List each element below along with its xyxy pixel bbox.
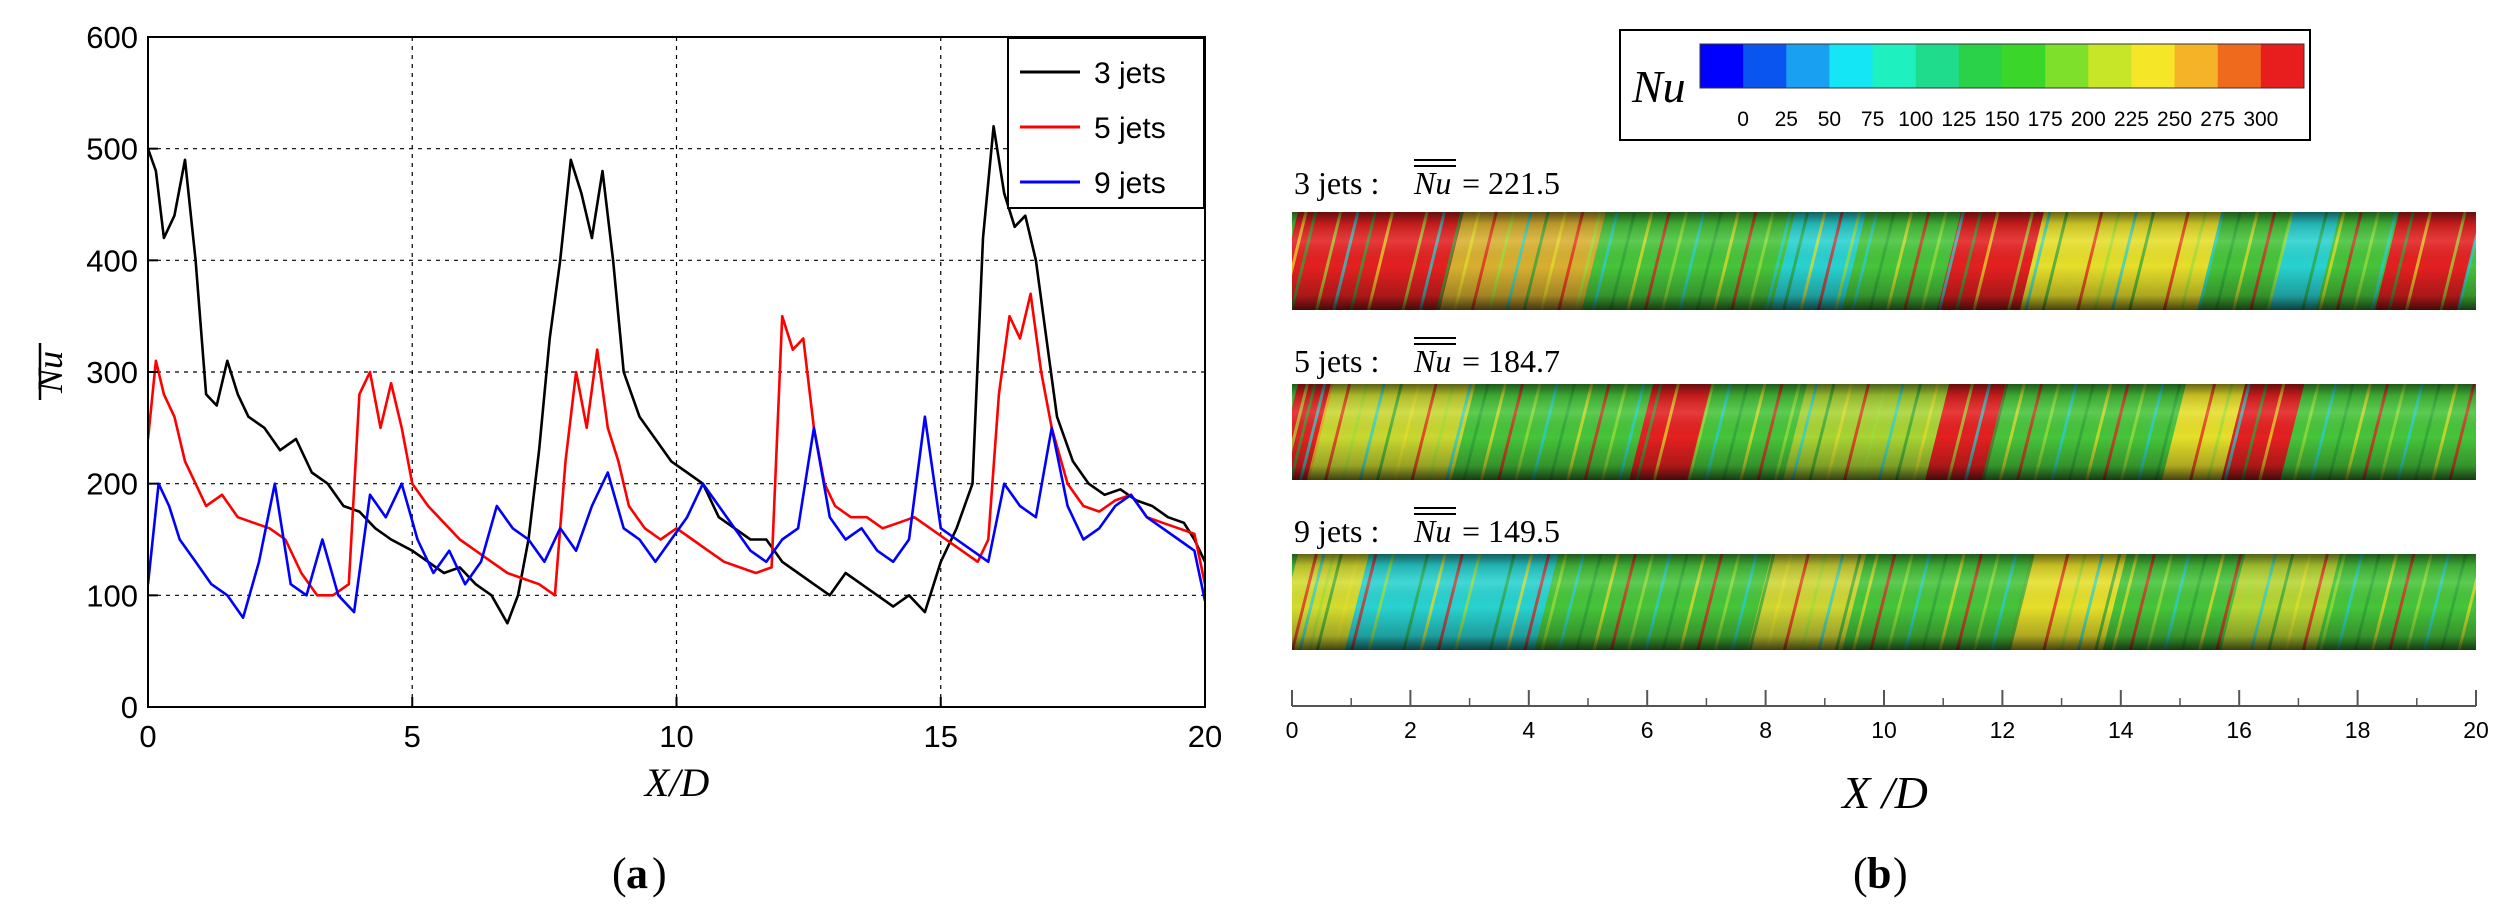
b-tick-label-18: 18	[2345, 717, 2371, 743]
case-label-2: 5 jets :	[1294, 343, 1379, 379]
colorbar-cell-0	[1700, 44, 1744, 88]
colorbar-label-50: 50	[1818, 108, 1841, 131]
colorbar-label-250: 250	[2157, 108, 2192, 131]
x-tick-label-20: 20	[1188, 719, 1222, 754]
x-axis-label: X/D	[643, 760, 710, 805]
colorbar-cell-10	[2131, 44, 2176, 88]
series-lines	[148, 125, 1205, 625]
series-line-3	[148, 415, 1205, 620]
panel-b-caption: ( b )	[1853, 849, 1908, 898]
colorbar-label-0: 0	[1737, 108, 1749, 131]
tube-3	[1292, 554, 2476, 650]
b-tick-label-14: 14	[2108, 717, 2134, 743]
panel-a-caption: ( a )	[612, 849, 667, 898]
y-tick-label-300: 300	[86, 355, 138, 390]
colorbar-cell-1	[1743, 44, 1787, 88]
panel-b-label: b	[1867, 849, 1891, 898]
case-symbol-3: Nu	[1413, 513, 1451, 549]
colorbar-cell-6	[1958, 44, 2003, 88]
b-tick-label-4: 4	[1522, 717, 1535, 743]
colorbar-label-175: 175	[2028, 108, 2063, 131]
y-tick-label-100: 100	[86, 578, 138, 613]
colorbar-label-200: 200	[2071, 108, 2106, 131]
legend-box	[1007, 37, 1205, 209]
case-value-1: = 221.5	[1462, 165, 1560, 201]
x-tick-label-0: 0	[139, 719, 156, 754]
b-tick-label-10: 10	[1871, 717, 1897, 743]
case-value-3: = 149.5	[1462, 513, 1560, 549]
colorbar-cell-9	[2088, 44, 2132, 88]
paren-close: )	[1893, 849, 1908, 898]
legend-label-1: 3 jets	[1094, 57, 1166, 90]
tube-1	[1292, 212, 2476, 310]
colorbar-label-300: 300	[2243, 108, 2278, 131]
colorbar-cell-13	[2260, 44, 2305, 88]
series-line-1	[148, 125, 1205, 625]
b-x-axis-label: X /D	[1840, 767, 1928, 818]
panel-a-label: a	[626, 849, 648, 898]
y-tick-label-200: 200	[86, 467, 138, 502]
y-tick-label-600: 600	[86, 20, 138, 55]
colorbar-cell-12	[2217, 44, 2262, 88]
b-tick-label-12: 12	[1990, 717, 2016, 743]
colorbar-label-150: 150	[1984, 108, 2019, 131]
b-tick-label-0: 0	[1286, 717, 1299, 743]
colorbar-label-125: 125	[1941, 108, 1976, 131]
colorbar-tick-labels: 0 25 50 75 100 125 150 175 200 225 250 275 300	[1737, 108, 2278, 131]
colorbar-label-100: 100	[1898, 108, 1933, 131]
b-tick-label-20: 20	[2463, 717, 2489, 743]
b-tick-label-6: 6	[1641, 717, 1654, 743]
b-tick-label-16: 16	[2226, 717, 2252, 743]
grid-lines	[148, 37, 1205, 707]
colorbar-cell-2	[1786, 44, 1830, 88]
colorbar-cell-3	[1829, 44, 1874, 88]
x-tick-label-15: 15	[924, 719, 958, 754]
tube-2	[1292, 384, 2476, 480]
legend-label-3: 9 jets	[1094, 167, 1166, 200]
colorbar: Nu 0 25 50 75 100 125 150 175 200 225 250 275 300	[1619, 29, 2311, 141]
colorbar-cells	[1699, 43, 2305, 89]
case-label-3: 9 jets :	[1294, 513, 1379, 549]
colorbar-label-75: 75	[1861, 108, 1884, 131]
case-symbol-1: Nu	[1413, 165, 1451, 201]
colorbar-cell-11	[2174, 44, 2219, 88]
colorbar-cell-5	[1915, 44, 1960, 88]
paren-close: )	[652, 849, 667, 898]
x-tick-label-10: 10	[659, 719, 693, 754]
colorbar-label-225: 225	[2114, 108, 2149, 131]
colorbar-cell-4	[1872, 44, 1917, 88]
y-axis-label: Nu	[30, 351, 70, 394]
case-labels: 3 jets : Nu = 221.5 5 jets : Nu = 184.7 9 jets…	[1294, 159, 1560, 549]
colorbar-label-275: 275	[2200, 108, 2235, 131]
b-tick-label-8: 8	[1759, 717, 1772, 743]
series-line-2	[148, 292, 1205, 597]
tube-shading	[1292, 554, 2476, 650]
paren-open: (	[612, 849, 627, 898]
case-value-2: = 184.7	[1462, 343, 1560, 379]
colorbar-label-25: 25	[1775, 108, 1798, 131]
tube-shading	[1292, 384, 2476, 480]
b-tick-label-2: 2	[1404, 717, 1417, 743]
x-tick-label-5: 5	[404, 719, 421, 754]
panel-b-contours: Nu 0 25 50 75 100 125 150 175 200 225 250 275 300 3 …	[1286, 29, 2489, 898]
colorbar-outline	[1699, 43, 2305, 89]
case-label-1: 3 jets :	[1294, 165, 1379, 201]
colorbar-cell-8	[2045, 44, 2089, 88]
tube-contours	[1292, 212, 2476, 650]
colorbar-title: Nu	[1631, 61, 1686, 112]
legend-label-2: 5 jets	[1094, 112, 1166, 145]
colorbar-cell-7	[2002, 44, 2046, 88]
y-tick-label-500: 500	[86, 132, 138, 167]
paren-open: (	[1853, 849, 1868, 898]
b-x-axis: 0 2 4 6 8 10 12 14 16 18 20	[1286, 690, 2489, 743]
y-tick-label-400: 400	[86, 243, 138, 278]
legend: 3 jets 5 jets 9 jets	[1007, 37, 1205, 209]
y-tick-label-0: 0	[121, 690, 138, 725]
tube-shading	[1292, 212, 2476, 310]
case-symbol-2: Nu	[1413, 343, 1451, 379]
